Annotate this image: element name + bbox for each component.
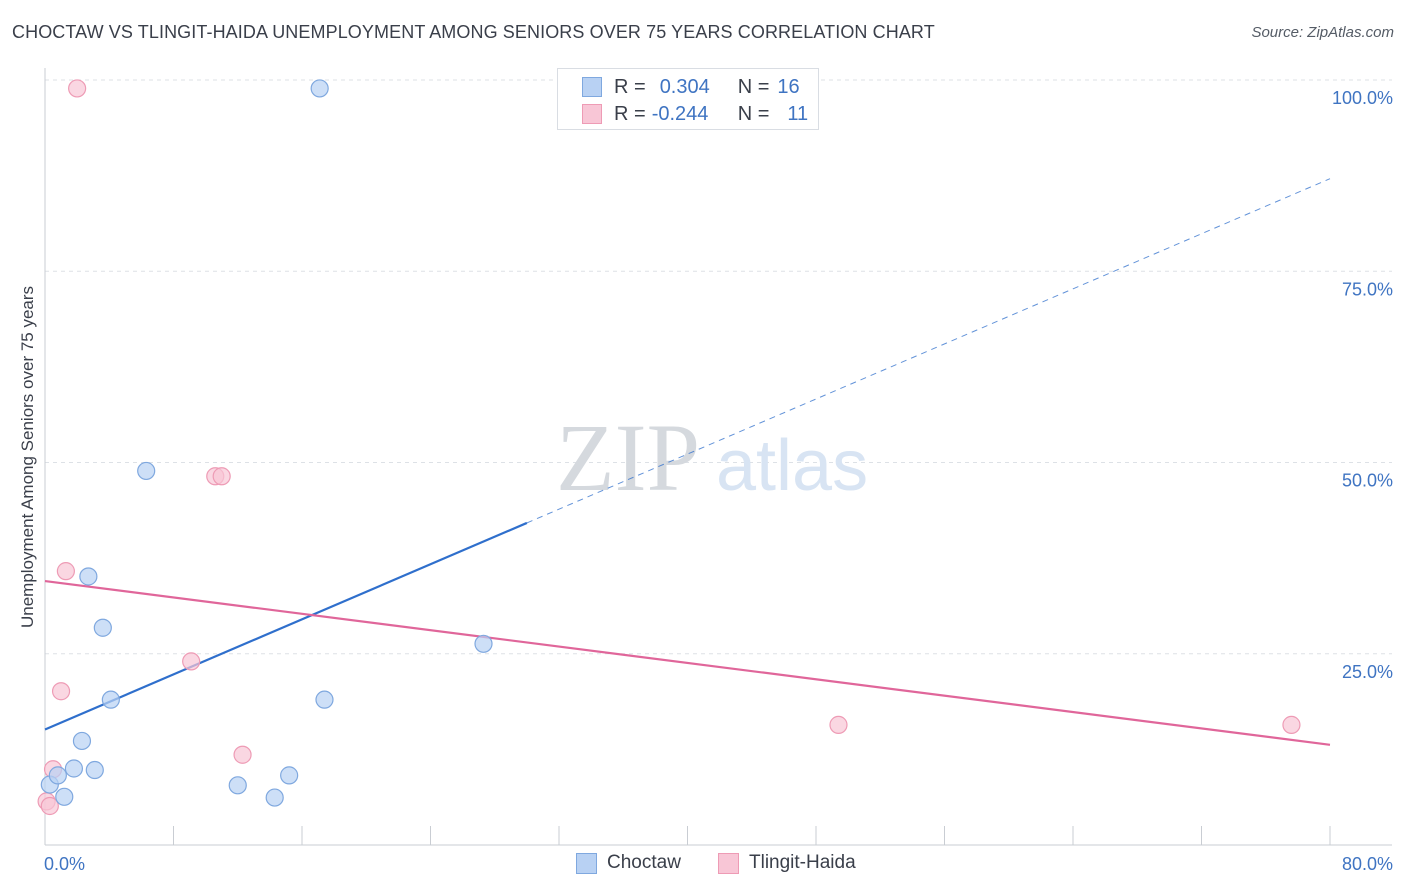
legend-r-value: 0.304: [659, 75, 710, 98]
choctaw-swatch-icon: [582, 77, 602, 97]
watermark: ZIP atlas: [556, 404, 868, 511]
choctaw-point: [64, 759, 84, 778]
legend-n-label: N =: [737, 102, 770, 125]
tlingit-haida-point: [212, 467, 231, 486]
choctaw-trend-projection: [526, 178, 1331, 524]
choctaw-point: [280, 766, 299, 785]
choctaw-point: [72, 731, 92, 751]
watermark-atlas: atlas: [716, 426, 868, 506]
choctaw-point: [315, 690, 334, 709]
choctaw-point: [228, 776, 247, 795]
choctaw-point: [48, 766, 67, 785]
tlingit-haida-swatch-icon: [582, 104, 602, 124]
legend-row-tlingit-haida: R = -0.244 N = 11: [582, 101, 808, 127]
legend-n-value: 11: [787, 102, 809, 125]
choctaw-point: [310, 79, 329, 98]
source-label: Source: ZipAtlas.com: [1251, 24, 1394, 41]
data-points: [37, 79, 1301, 816]
tlingit-haida-trend-line: [44, 579, 1331, 746]
y-tick-label: 75.0%: [1342, 279, 1393, 299]
tlingit-haida-point: [68, 79, 87, 98]
choctaw-trend-line: [44, 521, 528, 731]
choctaw-point: [265, 788, 284, 807]
y-tick-label: 25.0%: [1342, 662, 1393, 682]
x-tick-label: 80.0%: [1342, 854, 1393, 874]
axes: [44, 68, 1392, 846]
tlingit-haida-point: [829, 715, 848, 734]
tlingit-haida-point: [182, 652, 201, 671]
correlation-legend: R = 0.304 N = 16 R = -0.244 N = 11: [557, 68, 819, 130]
tlingit-haida-point: [233, 745, 252, 764]
tlingit-haida-point: [56, 562, 75, 581]
chart-title: CHOCTAW VS TLINGIT-HAIDA UNEMPLOYMENT AM…: [12, 22, 935, 42]
legend-label-choctaw: Choctaw: [607, 852, 681, 873]
choctaw-legend-icon: [576, 852, 597, 874]
y-tick-label: 100.0%: [1332, 88, 1393, 108]
tlingit-haida-legend-icon: [718, 852, 739, 874]
legend-r-label: R =: [614, 75, 646, 98]
choctaw-point: [474, 634, 493, 653]
legend-row-choctaw: R = 0.304 N = 16: [582, 74, 800, 100]
choctaw-point: [55, 787, 74, 806]
legend-n-label: N =: [737, 75, 770, 98]
y-axis-title: Unemployment Among Seniors over 75 years: [18, 286, 37, 628]
series-legend: Choctaw Tlingit-Haida: [0, 852, 1406, 878]
watermark-zip: ZIP: [556, 404, 700, 511]
choctaw-point: [101, 690, 120, 709]
legend-n-value: 16: [777, 75, 800, 98]
tick-labels: 25.0% 50.0% 75.0% 100.0% 0.0% 80.0%: [44, 88, 1393, 874]
choctaw-point: [79, 567, 98, 586]
trend-lines: [44, 178, 1331, 746]
legend-r-value: -0.244: [651, 102, 709, 125]
legend-item-choctaw: Choctaw: [576, 852, 681, 874]
x-tick-label: 0.0%: [44, 854, 85, 874]
grid-lines: [45, 79, 1392, 655]
tlingit-haida-point: [1282, 715, 1301, 734]
tlingit-haida-point: [51, 682, 71, 701]
tlingit-haida-point: [40, 796, 59, 816]
y-tick-label: 50.0%: [1342, 471, 1393, 491]
choctaw-point: [85, 760, 104, 780]
legend-r-label: R =: [614, 102, 646, 125]
legend-item-tlingit-haida: Tlingit-Haida: [718, 852, 856, 874]
choctaw-point: [137, 461, 156, 481]
choctaw-point: [93, 618, 112, 637]
legend-label-tlingit-haida: Tlingit-Haida: [749, 852, 856, 873]
